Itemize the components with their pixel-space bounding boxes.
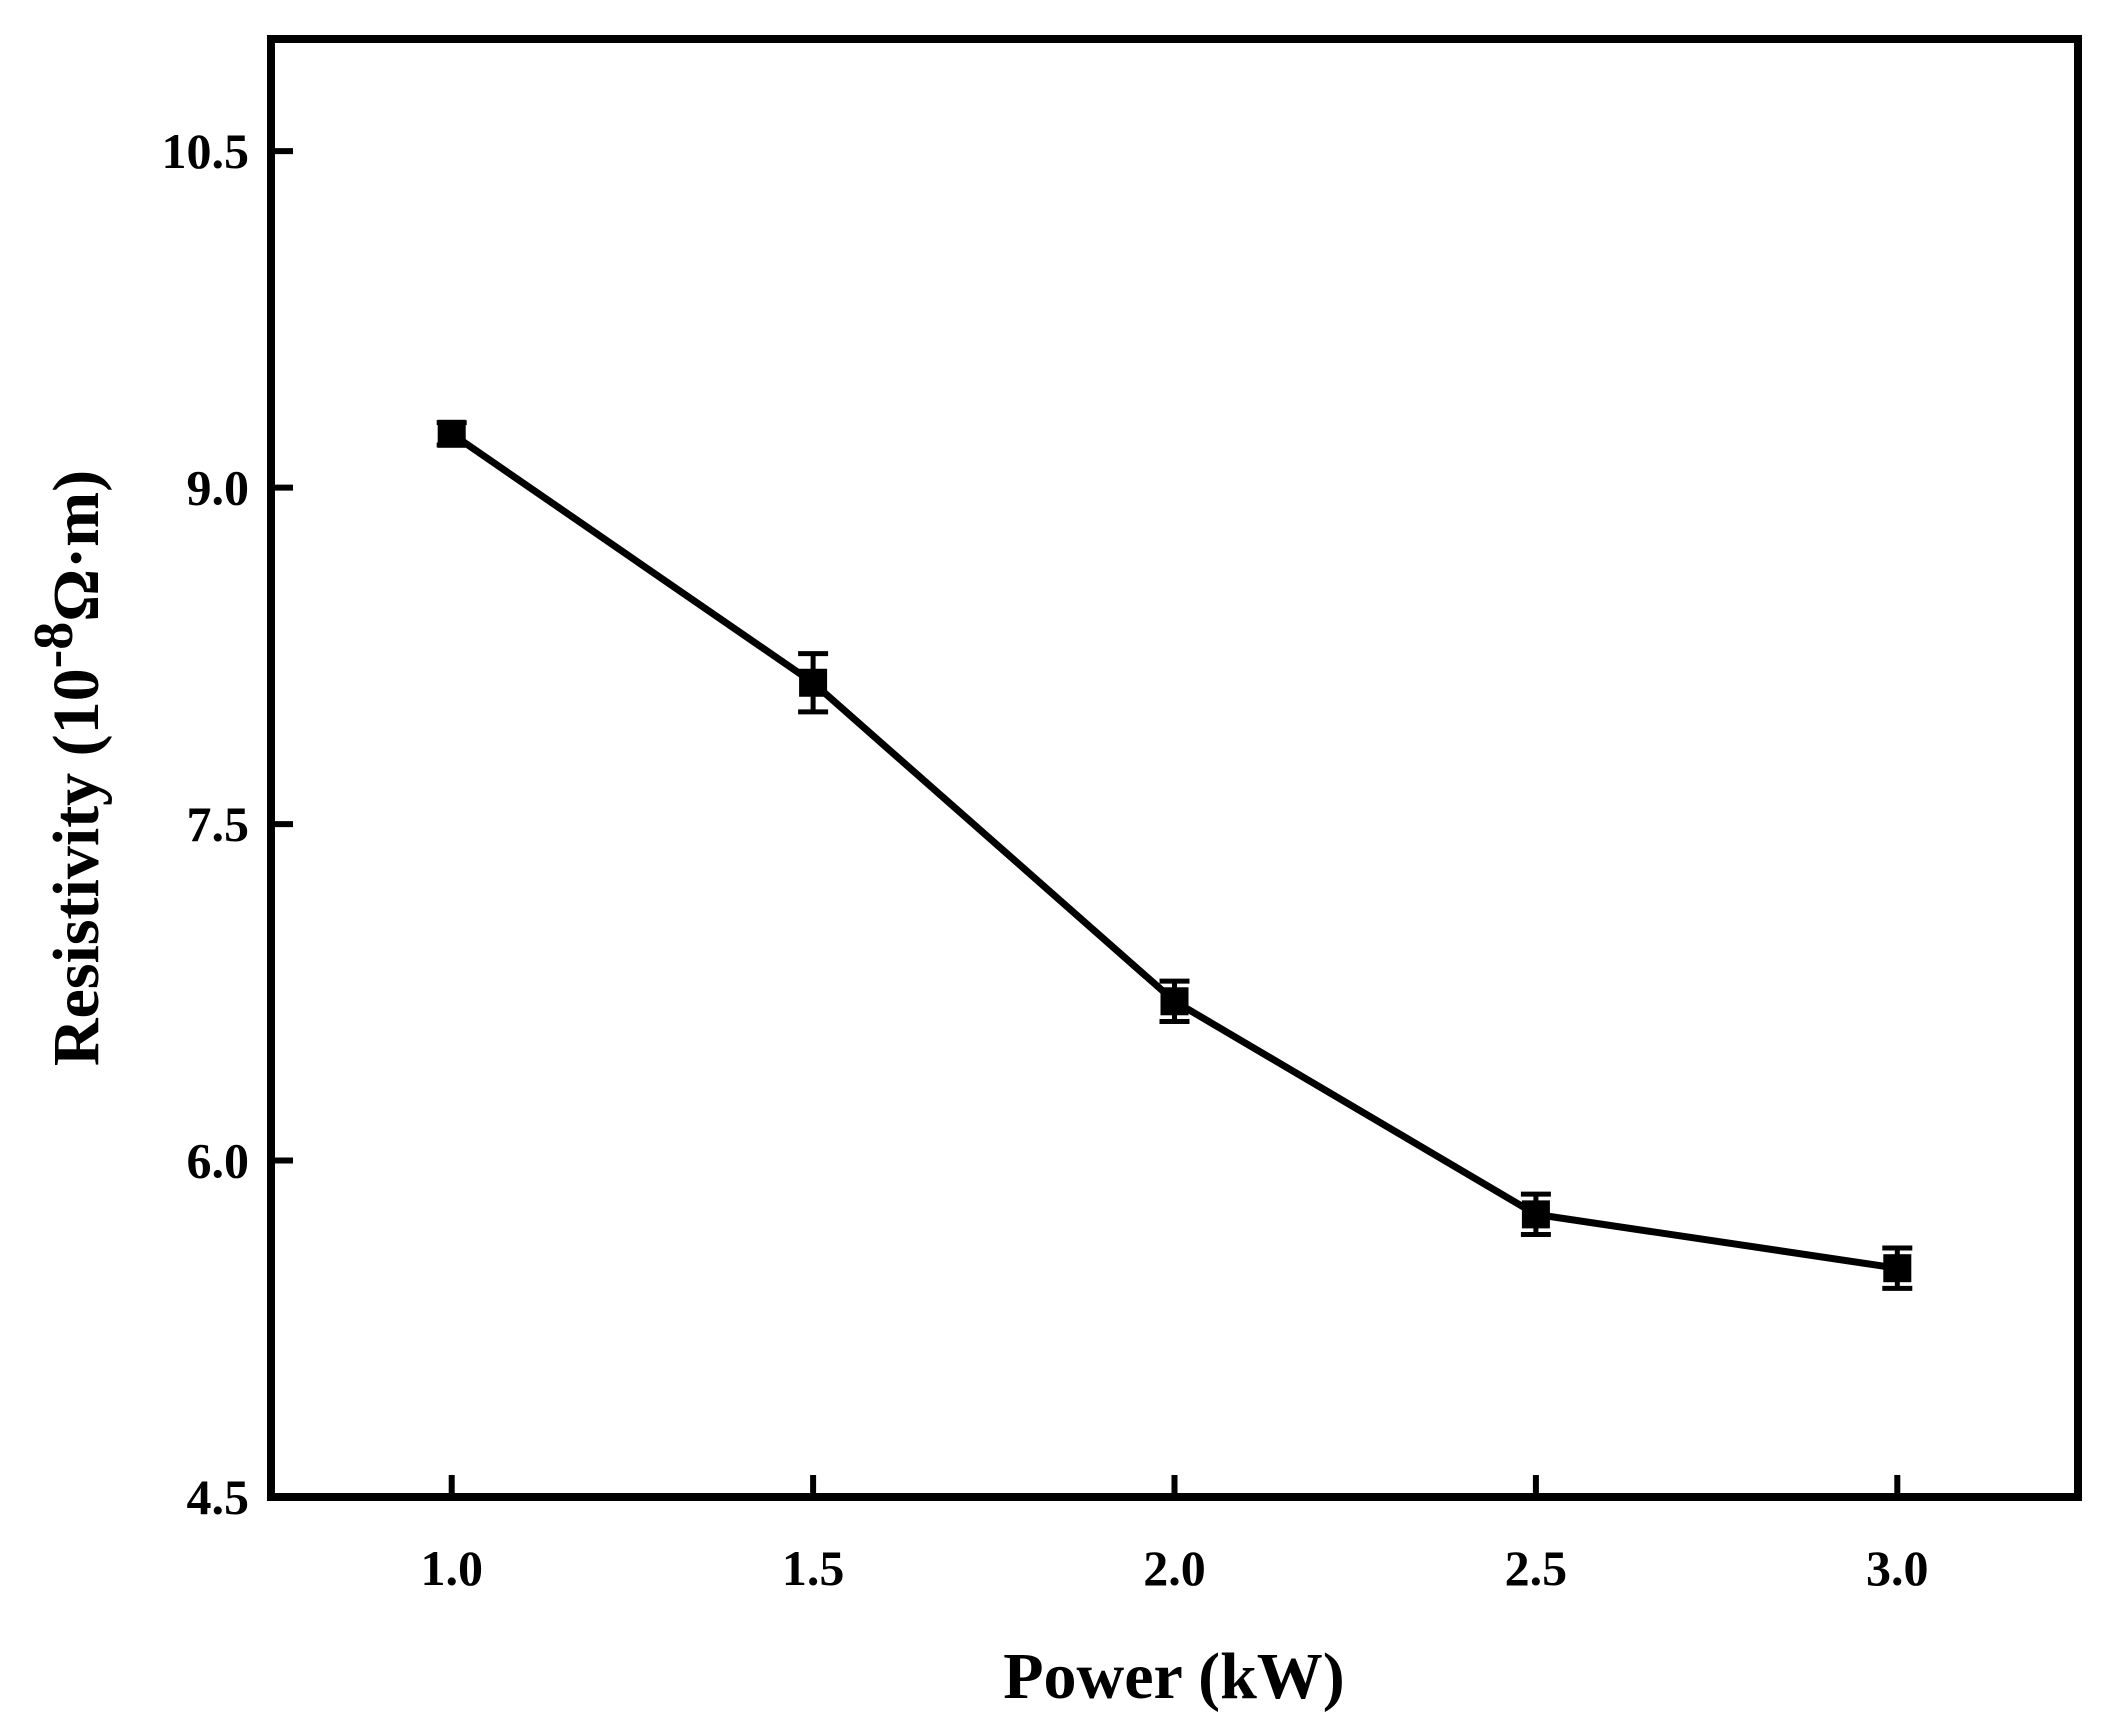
y-tick-label: 6.0 <box>187 1133 250 1189</box>
data-point-marker <box>1883 1254 1912 1283</box>
y-tick-label: 9.0 <box>187 460 250 516</box>
y-axis-title-exponent: -8 <box>23 622 85 669</box>
y-axis-title-unit: Ω·m) <box>40 470 113 622</box>
y-tick-label: 4.5 <box>187 1469 250 1525</box>
y-axis-title-main: Resistivity (10 <box>40 668 113 1066</box>
series-line <box>449 430 1898 1272</box>
y-axis-title: Resistivity (10-8Ω·m) <box>23 470 113 1066</box>
x-axis: 1.0 1.5 2.0 2.5 3.0 <box>420 1475 1929 1596</box>
data-point-marker <box>437 419 466 448</box>
x-tick-label: 3.0 <box>1866 1540 1929 1596</box>
plot-frame <box>267 35 2082 1501</box>
x-axis-title: Power (kW) <box>1003 1640 1345 1713</box>
data-point-marker <box>799 668 828 697</box>
y-tick-label: 10.5 <box>162 123 250 179</box>
x-tick-label: 1.0 <box>420 1540 483 1596</box>
y-axis: 4.5 6.0 7.5 9.0 10.5 <box>162 123 293 1525</box>
x-tick-label: 2.0 <box>1143 1540 1206 1596</box>
series-layer <box>436 419 1913 1291</box>
x-tick-label: 2.5 <box>1505 1540 1568 1596</box>
x-tick-label: 1.5 <box>782 1540 845 1596</box>
y-tick-label: 7.5 <box>187 796 250 852</box>
data-point-marker <box>1521 1200 1550 1229</box>
data-point-marker <box>1160 987 1189 1016</box>
